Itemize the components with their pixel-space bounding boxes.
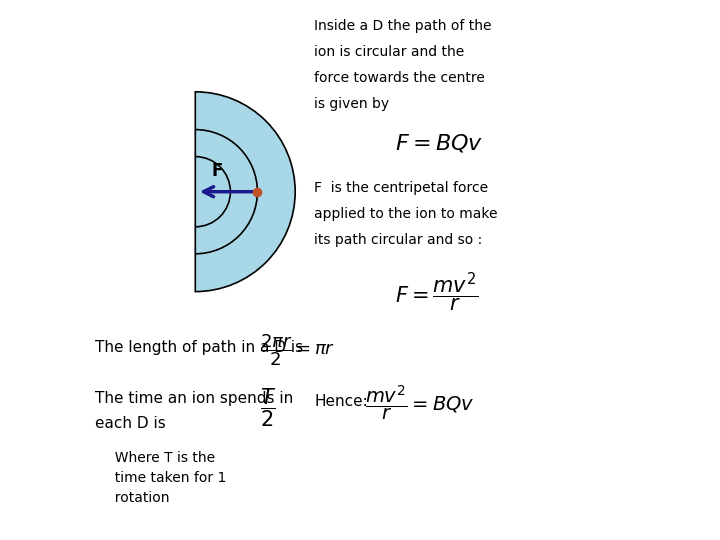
- Text: each D is: each D is: [95, 416, 166, 431]
- Text: $\dfrac{2\pi r}{2} = \pi r$: $\dfrac{2\pi r}{2} = \pi r$: [260, 332, 336, 368]
- Text: $\dfrac{mv^2}{r} = BQv$: $\dfrac{mv^2}{r} = BQv$: [365, 383, 475, 422]
- Text: time taken for 1: time taken for 1: [107, 471, 227, 485]
- Text: applied to the ion to make: applied to the ion to make: [314, 207, 498, 221]
- Text: The time an ion spends in: The time an ion spends in: [95, 392, 294, 407]
- Text: $\dfrac{T}{2}$: $\dfrac{T}{2}$: [260, 386, 276, 429]
- Text: Inside a D the path of the: Inside a D the path of the: [314, 19, 492, 33]
- Text: rotation: rotation: [107, 491, 170, 505]
- Text: its path circular and so :: its path circular and so :: [314, 233, 482, 247]
- Text: F  is the centripetal force: F is the centripetal force: [314, 181, 488, 195]
- Text: ion is circular and the: ion is circular and the: [314, 45, 464, 59]
- Text: is given by: is given by: [314, 97, 390, 111]
- Text: force towards the centre: force towards the centre: [314, 71, 485, 85]
- Text: The length of path in a D is: The length of path in a D is: [95, 340, 304, 355]
- Text: F: F: [212, 162, 222, 180]
- Wedge shape: [195, 92, 295, 292]
- Text: $F = \dfrac{mv^2}{r}$: $F = \dfrac{mv^2}{r}$: [395, 270, 478, 314]
- Text: $F = BQv$: $F = BQv$: [395, 132, 483, 154]
- Text: Hence:: Hence:: [314, 394, 368, 409]
- Text: Where T is the: Where T is the: [107, 451, 215, 465]
